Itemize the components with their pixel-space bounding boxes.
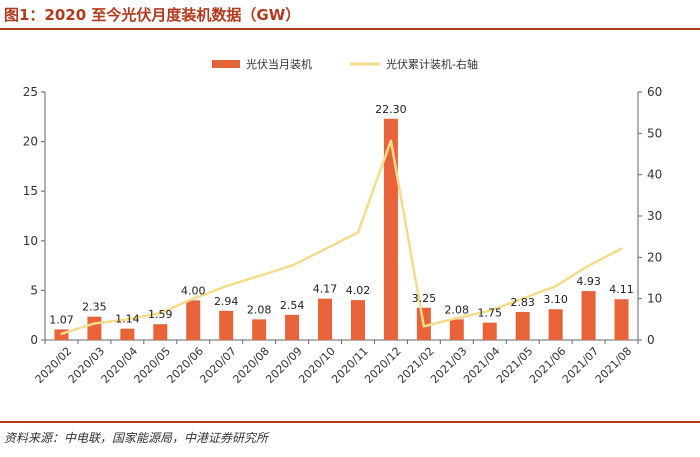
line-point <box>455 316 459 320</box>
title-rule <box>0 28 700 30</box>
line-point <box>620 247 623 250</box>
line-point <box>60 332 63 335</box>
x-tick-label: 2021/08 <box>593 345 635 387</box>
y-right-tick-label: 50 <box>647 126 662 140</box>
bar <box>318 298 333 340</box>
bar-value-label: 4.00 <box>181 284 206 297</box>
legend-bar-label: 光伏当月装机 <box>246 57 312 71</box>
bar <box>186 300 201 340</box>
line-point <box>356 231 360 234</box>
bar <box>285 314 300 340</box>
y-left-tick-label: 10 <box>23 234 38 248</box>
bar <box>449 319 464 340</box>
bar-value-label: 4.93 <box>576 275 601 288</box>
pv-install-chart: 光伏当月装机 光伏累计装机-右轴 0 5 10 15 20 25 0 10 20 30 40 50 60… <box>23 57 663 387</box>
legend-bar-swatch <box>212 60 240 68</box>
bar <box>383 118 398 340</box>
bar-value-label: 2.94 <box>214 295 239 308</box>
bar-value-label: 1.07 <box>49 313 74 326</box>
legend-line-label: 光伏累计装机-右轴 <box>386 57 478 71</box>
line-point <box>323 247 327 251</box>
bar-value-label: 22.30 <box>375 103 407 116</box>
line-point <box>159 311 162 315</box>
bar-value-label: 4.11 <box>609 283 634 296</box>
bar <box>87 316 102 340</box>
bar-value-label: 2.35 <box>82 301 107 314</box>
bar <box>614 299 629 340</box>
bar <box>153 324 168 340</box>
bar-value-label: 4.02 <box>346 284 371 297</box>
line-point <box>290 264 294 267</box>
line-point <box>422 325 426 328</box>
line-point <box>224 285 228 288</box>
bar-value-label: 3.10 <box>543 293 568 306</box>
line-point <box>192 297 195 300</box>
y-right-tick-label: 0 <box>647 333 655 347</box>
line-point <box>126 318 129 321</box>
bar-value-label: 1.59 <box>148 308 173 321</box>
source-note: 资料来源：中电联，国家能源局，中港证券研究所 <box>4 431 269 445</box>
y-right-tick-label: 10 <box>647 292 662 306</box>
bar-value-label: 2.08 <box>247 303 272 316</box>
line-point <box>257 274 261 278</box>
bar-value-label: 2.83 <box>510 296 535 309</box>
y-left-tick-label: 0 <box>30 333 38 347</box>
line-point <box>93 322 96 325</box>
bar <box>515 311 530 340</box>
bar-value-label: 3.25 <box>412 292 437 305</box>
bar <box>482 322 497 340</box>
bar <box>120 328 135 340</box>
y-left-tick-label: 20 <box>23 135 38 149</box>
bar <box>548 309 563 340</box>
bar <box>350 300 365 340</box>
line-point <box>389 139 393 142</box>
y-left-tick-label: 25 <box>23 85 38 99</box>
figure-title: 图1：2020 至今光伏月度装机数据（GW） <box>4 6 301 24</box>
y-right-tick-label: 30 <box>647 209 662 223</box>
cumulative-line <box>61 139 623 335</box>
chart-legend: 光伏当月装机 光伏累计装机-右轴 <box>212 57 478 71</box>
y-right-tick-label: 60 <box>647 85 662 99</box>
line-point <box>554 285 557 288</box>
y-left-tick-label: 5 <box>30 283 38 297</box>
y-right-tick-label: 40 <box>647 168 662 182</box>
bar <box>219 310 234 340</box>
bar-value-label: 4.17 <box>313 283 338 296</box>
line-point <box>488 309 491 312</box>
bar-value-label: 2.54 <box>280 299 305 312</box>
line-point <box>521 297 524 300</box>
bar-value-label: 1.14 <box>115 313 140 326</box>
bar <box>252 319 267 340</box>
line-point <box>587 264 590 267</box>
y-left-tick-label: 15 <box>23 184 38 198</box>
bar <box>581 291 596 340</box>
footer-rule <box>0 421 700 423</box>
y-right-tick-label: 20 <box>647 250 662 264</box>
bar-value-label: 1.75 <box>478 307 503 320</box>
bar-value-label: 2.08 <box>445 303 470 316</box>
